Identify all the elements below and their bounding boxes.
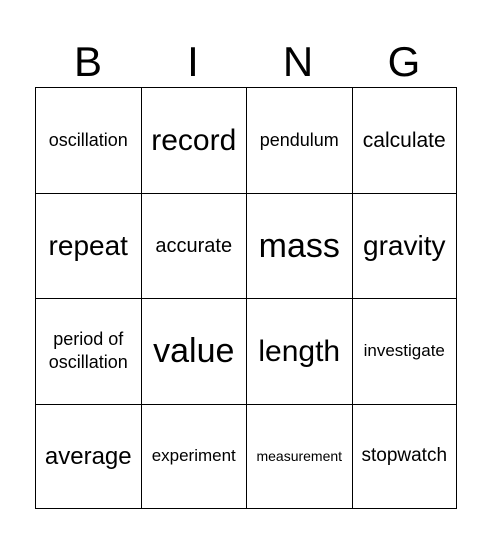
bingo-cell: gravity — [352, 194, 456, 299]
bingo-cell: length — [247, 299, 353, 405]
bingo-cell: value — [141, 299, 247, 405]
bingo-cell: mass — [247, 193, 353, 299]
bingo-cell: repeat — [36, 193, 142, 299]
bingo-cell: average — [36, 404, 142, 508]
bingo-cell: investigate — [352, 299, 456, 405]
column-letter: I — [187, 38, 199, 85]
column-letter: B — [73, 38, 102, 85]
bingo-cell: experiment — [142, 404, 247, 508]
bingo-cell: period of oscillation — [36, 299, 142, 405]
bingo-cell: stopwatch — [361, 444, 448, 466]
bingo-cell: calculate — [352, 88, 456, 194]
bingo-cell: oscillation — [36, 88, 142, 194]
bingo-cell: pendulum — [247, 88, 353, 194]
bingo-cell: record — [141, 88, 247, 194]
board: oscillation record pendulum calculate repeat… — [35, 87, 457, 509]
column-letter: N — [282, 38, 314, 85]
bingo-cell: accurate — [141, 193, 247, 299]
bingo-cell: measurement — [247, 404, 353, 508]
column-letter: G — [387, 38, 421, 85]
